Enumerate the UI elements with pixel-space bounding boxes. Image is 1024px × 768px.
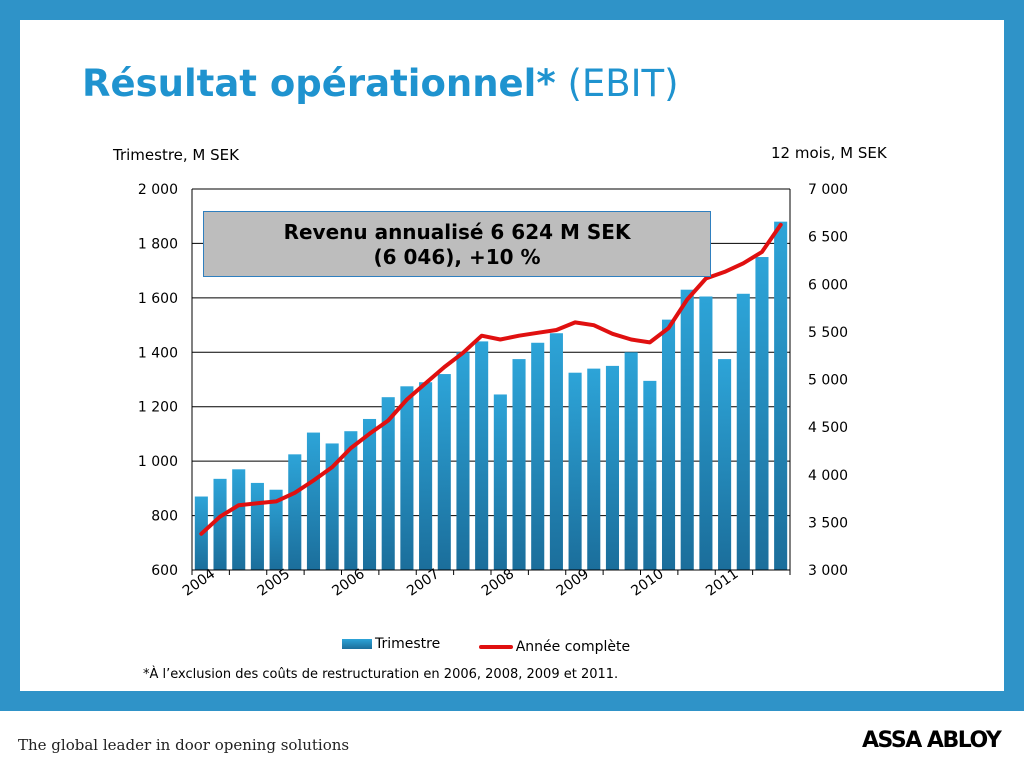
bar [306, 432, 321, 570]
bar [643, 380, 657, 570]
legend-bar-label: Trimestre [375, 636, 441, 652]
bar [755, 257, 769, 570]
bar [269, 489, 283, 570]
bar [232, 469, 246, 570]
slide-title: Résultat opérationnel* (EBIT) [82, 62, 679, 105]
year-label: 2005 [255, 566, 293, 600]
ebit-chart: 600 800 1 000 1 200 1 400 1 600 1 800 2 000 3 00… [138, 182, 848, 599]
bar [680, 289, 694, 570]
bar [736, 293, 750, 570]
bar [718, 359, 732, 570]
bar [288, 454, 302, 570]
title-suffix: (EBIT) [567, 62, 679, 105]
bar [549, 333, 563, 570]
line-series [199, 222, 783, 536]
bar [531, 342, 545, 570]
right-tick-label: 6 000 [808, 277, 848, 293]
left-tick-label: 1 200 [138, 400, 178, 416]
bar [400, 386, 414, 570]
bar [456, 352, 470, 570]
year-label: 2009 [554, 566, 592, 600]
bar [419, 382, 433, 570]
right-tick-label: 4 000 [808, 468, 848, 484]
bar [344, 431, 358, 570]
left-tick-label: 600 [151, 563, 178, 579]
bar [213, 478, 227, 570]
bar [624, 352, 638, 570]
bar [587, 368, 601, 570]
bar [774, 221, 788, 570]
right-tick-label: 5 500 [808, 325, 848, 341]
left-tick-label: 800 [151, 509, 178, 525]
bar [605, 365, 620, 570]
bar [325, 443, 339, 570]
slide-background [20, 20, 1004, 691]
right-tick-label: 6 500 [808, 230, 848, 246]
right-tick-label: 3 500 [808, 515, 848, 531]
right-axis-title: 12 mois, M SEK [771, 144, 887, 162]
callout-line-1: Revenu annualisé 6 624 M SEK [283, 220, 631, 244]
left-axis-title: Trimestre, M SEK [113, 146, 239, 164]
assa-abloy-logo: ASSA ABLOY [862, 728, 1002, 753]
annualized-revenue-callout: Revenu annualisé 6 624 M SEK (6 046), +1… [203, 211, 711, 277]
year-label: 2010 [628, 566, 666, 600]
legend-line-swatch [478, 645, 513, 649]
legend-bar-swatch [342, 639, 372, 649]
year-label: 2011 [703, 566, 741, 600]
left-tick-label: 1 400 [138, 345, 178, 361]
annual-line [199, 222, 783, 536]
left-tick-label: 1 600 [138, 291, 178, 307]
bar [699, 296, 713, 570]
right-tick-label: 3 000 [808, 563, 848, 579]
legend-item-bars: Trimestre [342, 636, 440, 652]
bar [475, 341, 489, 570]
bar [493, 394, 507, 570]
legend-item-line: Année complète [478, 639, 631, 655]
footnote: *À l’exclusion des coûts de restructurat… [143, 667, 619, 682]
bar [437, 374, 451, 570]
axes: 600 800 1 000 1 200 1 400 1 600 1 800 2 000 3 00… [138, 182, 848, 599]
bar [362, 418, 377, 570]
year-label: 2004 [180, 566, 218, 600]
chart-legend: Trimestre Année complète [342, 636, 664, 655]
bar [250, 482, 264, 570]
bar [512, 359, 526, 570]
callout-line-2: (6 046), +10 % [373, 245, 541, 269]
bar-series [194, 221, 788, 570]
right-tick-label: 4 500 [808, 420, 848, 436]
legend-line-label: Année complète [515, 639, 631, 655]
bar [568, 372, 582, 570]
company-tagline: The global leader in door opening soluti… [18, 736, 350, 754]
left-tick-label: 1 000 [138, 454, 178, 470]
right-tick-label: 5 000 [808, 373, 848, 389]
year-label: 2006 [329, 566, 367, 600]
year-label: 2008 [479, 566, 517, 600]
bar [661, 319, 676, 570]
left-tick-label: 2 000 [138, 182, 178, 198]
right-tick-label: 7 000 [808, 182, 848, 198]
year-label: 2007 [404, 566, 442, 600]
left-tick-label: 1 800 [138, 236, 178, 252]
bar [381, 397, 395, 570]
title-main: Résultat opérationnel* [82, 62, 556, 105]
